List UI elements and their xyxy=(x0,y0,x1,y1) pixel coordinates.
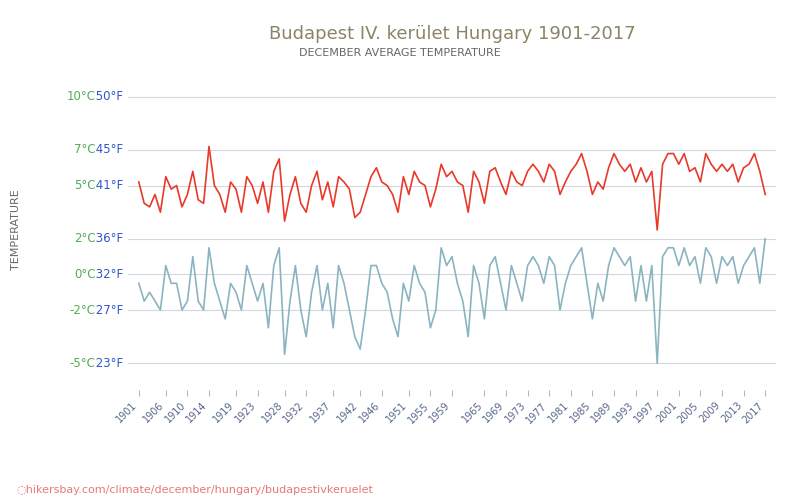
Text: 27°F: 27°F xyxy=(92,304,123,316)
Text: 36°F: 36°F xyxy=(92,232,123,245)
Text: 41°F: 41°F xyxy=(92,179,123,192)
Text: 45°F: 45°F xyxy=(92,144,123,156)
Text: 2°C: 2°C xyxy=(74,232,95,245)
Text: -5°C: -5°C xyxy=(70,357,95,370)
Text: 32°F: 32°F xyxy=(92,268,123,281)
Text: TEMPERATURE: TEMPERATURE xyxy=(11,190,21,270)
Text: 7°C: 7°C xyxy=(74,144,95,156)
Text: 23°F: 23°F xyxy=(92,357,123,370)
Text: 5°C: 5°C xyxy=(74,179,95,192)
Title: Budapest IV. kerület Hungary 1901-2017: Budapest IV. kerület Hungary 1901-2017 xyxy=(269,26,635,44)
Text: DECEMBER AVERAGE TEMPERATURE: DECEMBER AVERAGE TEMPERATURE xyxy=(299,48,501,58)
Text: ◌hikersbay.com/climate/december/hungary/budapestivkeruelet: ◌hikersbay.com/climate/december/hungary/… xyxy=(16,485,373,495)
Text: 10°C: 10°C xyxy=(66,90,95,103)
Text: 50°F: 50°F xyxy=(92,90,123,103)
Text: 0°C: 0°C xyxy=(74,268,95,281)
Text: -2°C: -2°C xyxy=(70,304,95,316)
